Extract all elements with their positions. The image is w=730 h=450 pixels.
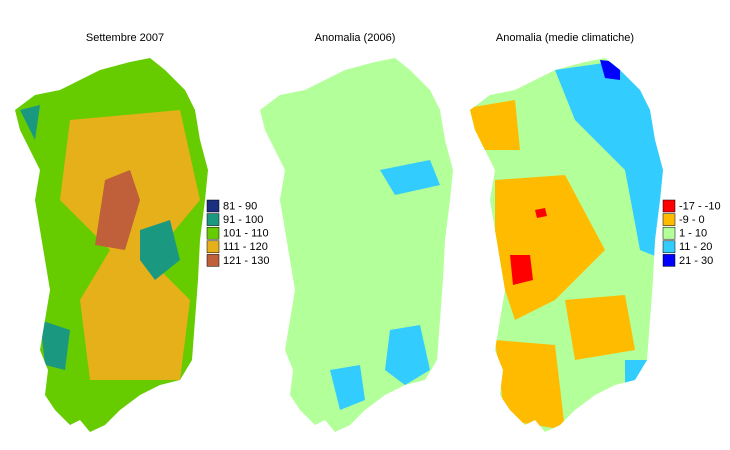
legend-label: 101 - 110	[223, 228, 269, 240]
map-title: Anomalia (medie climatiche)	[496, 32, 634, 44]
map-anomaly-2006	[260, 58, 453, 432]
legend-label: 81 - 90	[223, 200, 257, 212]
legend-label: 1 - 10	[679, 228, 707, 240]
legend-label: 121 - 130	[223, 255, 269, 267]
legend-label: 91 - 100	[223, 214, 263, 226]
map-title: Anomalia (2006)	[315, 32, 396, 44]
map-temperature	[15, 58, 208, 432]
legend-swatch	[662, 213, 676, 226]
legend-swatch	[206, 213, 220, 226]
legend-label: -17 - -10	[679, 200, 721, 212]
legend-swatch	[206, 226, 220, 240]
legend-swatch	[662, 240, 676, 254]
legend-label: 111 - 120	[223, 241, 268, 253]
map-title: Settembre 2007	[86, 32, 164, 44]
legend-swatch	[662, 199, 676, 213]
legend-swatch	[206, 240, 220, 254]
legend-label: -9 - 0	[679, 214, 705, 226]
legend-label: 21 - 30	[679, 255, 713, 267]
legend-label: 11 - 20	[679, 241, 712, 253]
legend-swatch	[662, 254, 676, 267]
map-anomaly-climate	[470, 58, 663, 432]
legend-swatch	[206, 254, 220, 267]
legend-swatch	[662, 226, 676, 240]
legend-swatch	[206, 199, 220, 213]
